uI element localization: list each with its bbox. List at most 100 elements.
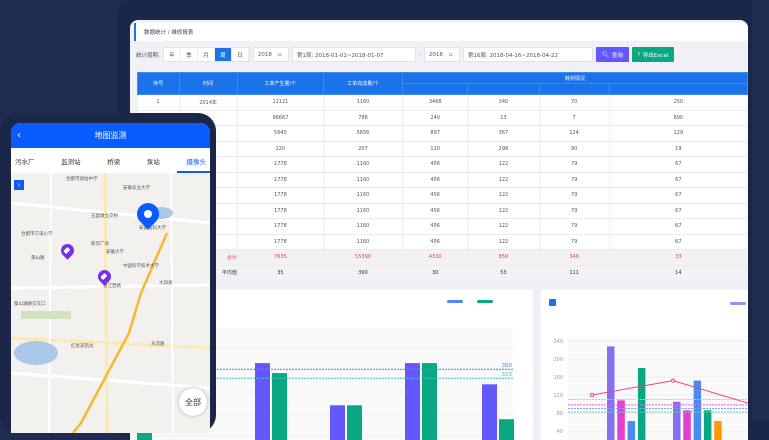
table-cell: 11121 <box>237 94 324 111</box>
bar <box>499 419 514 440</box>
bar <box>637 368 646 440</box>
table-cell: 1160 <box>323 172 404 188</box>
period-label: 统计周期: <box>136 52 160 59</box>
table-cell: 67 <box>609 234 748 250</box>
download-icon: ⭳ <box>637 51 640 57</box>
subheader <box>467 83 540 95</box>
table-cell: 1160 <box>323 203 404 219</box>
table-cell: 1778 <box>237 203 324 219</box>
subheader <box>538 83 610 95</box>
table-row: 1 2014年 11121 1160 3468 340 70 250 <box>137 94 748 111</box>
table-cell: 79 <box>539 218 610 235</box>
expand-panel-button[interactable]: › <box>14 180 24 190</box>
table-cell: 19 <box>609 141 748 157</box>
start-year-select[interactable]: 2018 ▫ <box>252 47 289 62</box>
bar <box>255 363 270 440</box>
desktop-bezel <box>752 0 769 420</box>
active-tab-indicator <box>177 171 210 173</box>
table-cell: 122 <box>467 156 540 173</box>
table-cell: 367 <box>467 125 540 142</box>
table-row: 1778 1160 456 122 79 67 <box>137 218 748 235</box>
table-cell: 67 <box>609 187 748 204</box>
period-month[interactable]: 月 <box>198 48 215 61</box>
table-cell: 1160 <box>323 218 404 235</box>
map-view[interactable]: 合肥市琥珀中学 安徽农业大学 五里墩立交桥 安徽医科大学 合肥市宁溪小学 新华广场 安徽大学… <box>11 173 210 433</box>
map-label: 安徽农业大学 <box>123 186 150 191</box>
table-cell: 111 <box>539 265 610 281</box>
table-cell: 67 <box>609 203 748 219</box>
table-cell: 1 <box>137 94 180 111</box>
table-cell: 70 <box>539 94 610 111</box>
table-cell: 4330 <box>402 249 469 266</box>
table-cell: 90 <box>539 141 610 157</box>
table-cell: 207 <box>323 141 404 157</box>
legend-swatch-completed <box>477 300 493 303</box>
table-cell: 67 <box>609 156 748 173</box>
period-quarter[interactable]: 季 <box>181 48 198 61</box>
query-button[interactable]: 🔍︎ 查询 <box>595 47 629 62</box>
header-completed: 工单完成量/个 <box>322 72 404 95</box>
map-label: 望江西路 <box>103 284 121 289</box>
table-cell: 122 <box>467 234 540 250</box>
table-cell: 122 <box>467 187 540 204</box>
y-tick-label: 160 <box>553 375 563 381</box>
bar <box>693 380 702 440</box>
table-cell: 1160 <box>323 234 404 250</box>
back-icon[interactable]: ‹ <box>17 130 21 141</box>
table-cell: 3468 <box>402 94 469 111</box>
bar <box>482 384 497 440</box>
export-excel-button[interactable]: ⭳ 导出Excel <box>631 47 675 62</box>
bar <box>347 405 362 440</box>
table-cell: 122 <box>467 203 540 219</box>
map-label: 大润发 <box>159 281 173 286</box>
period-week[interactable]: 周 <box>214 48 232 61</box>
y-tick-label: 80 <box>557 411 563 417</box>
line-point <box>671 378 675 383</box>
period-selector: 年 季 月 周 日 <box>162 47 250 62</box>
table-cell: 5656 <box>323 125 404 142</box>
table-cell: 250 <box>609 94 748 111</box>
table-cell: 55390 <box>323 249 404 266</box>
map-label: 新华广场 <box>91 242 109 247</box>
table-cell: 897 <box>402 125 469 142</box>
map-label: 蜀山湖路交叉口 <box>14 302 46 307</box>
table-cell: 349 <box>539 249 610 266</box>
show-all-button[interactable]: 全部 <box>179 388 207 416</box>
bar <box>703 410 712 440</box>
tab-sewage-plant[interactable]: 污水厂 <box>15 157 35 166</box>
map-label: 红星美凯龙 <box>71 344 94 349</box>
table-cell: 1778 <box>237 172 324 188</box>
search-icon: 🔍︎ <box>601 51 609 58</box>
table-cell: 79 <box>539 187 610 204</box>
bar <box>272 373 287 440</box>
bar <box>617 400 625 440</box>
y-tick-label: 120 <box>553 393 563 399</box>
y-tick-label: 200 <box>553 357 563 363</box>
end-year-select[interactable]: 2018 ▫ <box>423 47 460 62</box>
table-cell: 7635 <box>237 249 324 266</box>
table-cell: 7 <box>539 110 610 126</box>
tab-monitor-station[interactable]: 监测站 <box>61 157 81 166</box>
table-cell: 456 <box>402 172 469 188</box>
start-week-value: 第1周: 2018-01-01~2018-01-07 <box>296 52 384 59</box>
tab-camera[interactable]: 摄像头 <box>186 157 207 166</box>
tab-bridge[interactable]: 桥梁 <box>107 157 121 166</box>
start-week-select[interactable]: 第1周: 2018-01-01~2018-01-07 <box>291 47 416 62</box>
table-cell: 340 <box>467 94 540 111</box>
table-cell: 122 <box>467 218 540 235</box>
header-created: 工单产生量/个 <box>236 72 324 95</box>
table-cell: 456 <box>402 187 469 204</box>
period-day[interactable]: 日 <box>232 48 249 61</box>
header-index: 序号 <box>137 72 180 95</box>
table-row: 1778 1160 456 122 79 67 <box>137 172 748 188</box>
export-label: 导出Excel <box>642 52 669 59</box>
legend-swatch <box>730 302 746 305</box>
bar <box>673 401 681 440</box>
table-cell: 456 <box>402 234 469 250</box>
end-week-select[interactable]: 第16周: 2018-04-16~2018-04-22 <box>462 47 593 62</box>
bar <box>683 410 691 440</box>
tab-pump-station[interactable]: 泵站 <box>146 157 160 166</box>
period-year[interactable]: 年 <box>164 48 181 61</box>
bar <box>405 363 420 440</box>
y-tick-label: 240 <box>553 339 563 345</box>
